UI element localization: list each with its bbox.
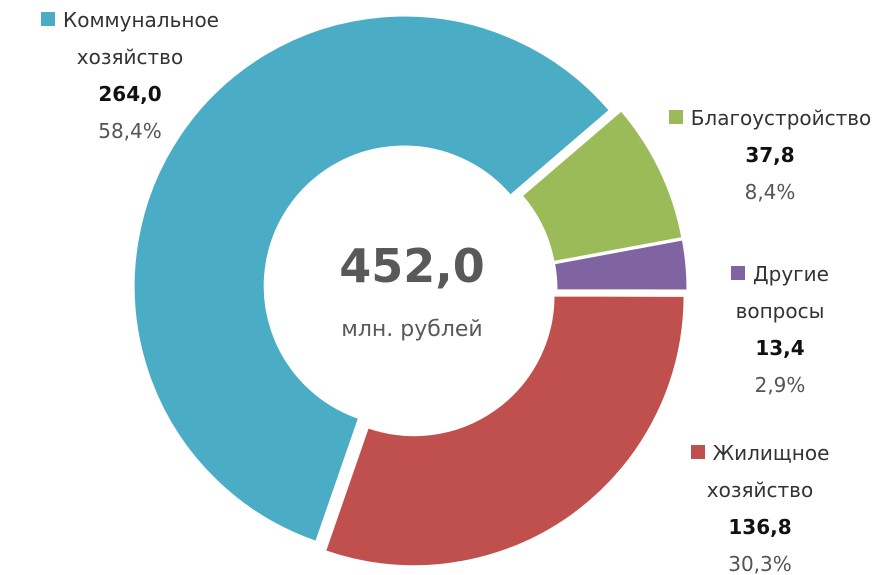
percent-label: 30,3% xyxy=(728,552,792,575)
percent-label: 2,9% xyxy=(754,373,806,397)
legend-swatch xyxy=(731,266,746,280)
donut-slice xyxy=(325,295,685,567)
legend-entry: Благоустройство xyxy=(640,100,893,137)
value-label: 13,4 xyxy=(755,336,805,360)
legend-swatch xyxy=(41,12,56,26)
category-label: Благоустройство xyxy=(690,106,872,130)
donut-slice xyxy=(521,110,683,262)
donut-slice xyxy=(554,239,688,291)
slice-label: Жилищное хозяйство 136,8 30,3% xyxy=(650,435,870,575)
category-label: Коммунальное хозяйство xyxy=(63,8,219,69)
slice-label: Благоустройство 37,8 8,4% xyxy=(640,100,893,211)
category-label: Другие вопросы xyxy=(735,262,829,323)
percent-label: 8,4% xyxy=(744,180,796,204)
legend-entry: Коммунальное хозяйство xyxy=(10,2,250,76)
donut-slice xyxy=(133,15,610,542)
center-label: 452,0 xyxy=(339,239,485,293)
slice-label: Другие вопросы 13,4 2,9% xyxy=(700,256,860,404)
legend-swatch xyxy=(690,445,705,459)
value-label: 136,8 xyxy=(728,515,792,539)
category-label: Жилищное хозяйство xyxy=(706,441,830,502)
value-label: 37,8 xyxy=(745,143,795,167)
percent-label: 58,4% xyxy=(98,119,162,143)
value-label: 264,0 xyxy=(98,82,162,106)
legend-entry: Другие вопросы xyxy=(700,256,860,330)
legend-swatch xyxy=(668,110,683,124)
center-sublabel: млн. рублей xyxy=(341,317,482,342)
slice-label: Коммунальное хозяйство 264,0 58,4% xyxy=(10,2,250,150)
legend-entry: Жилищное хозяйство xyxy=(650,435,870,509)
